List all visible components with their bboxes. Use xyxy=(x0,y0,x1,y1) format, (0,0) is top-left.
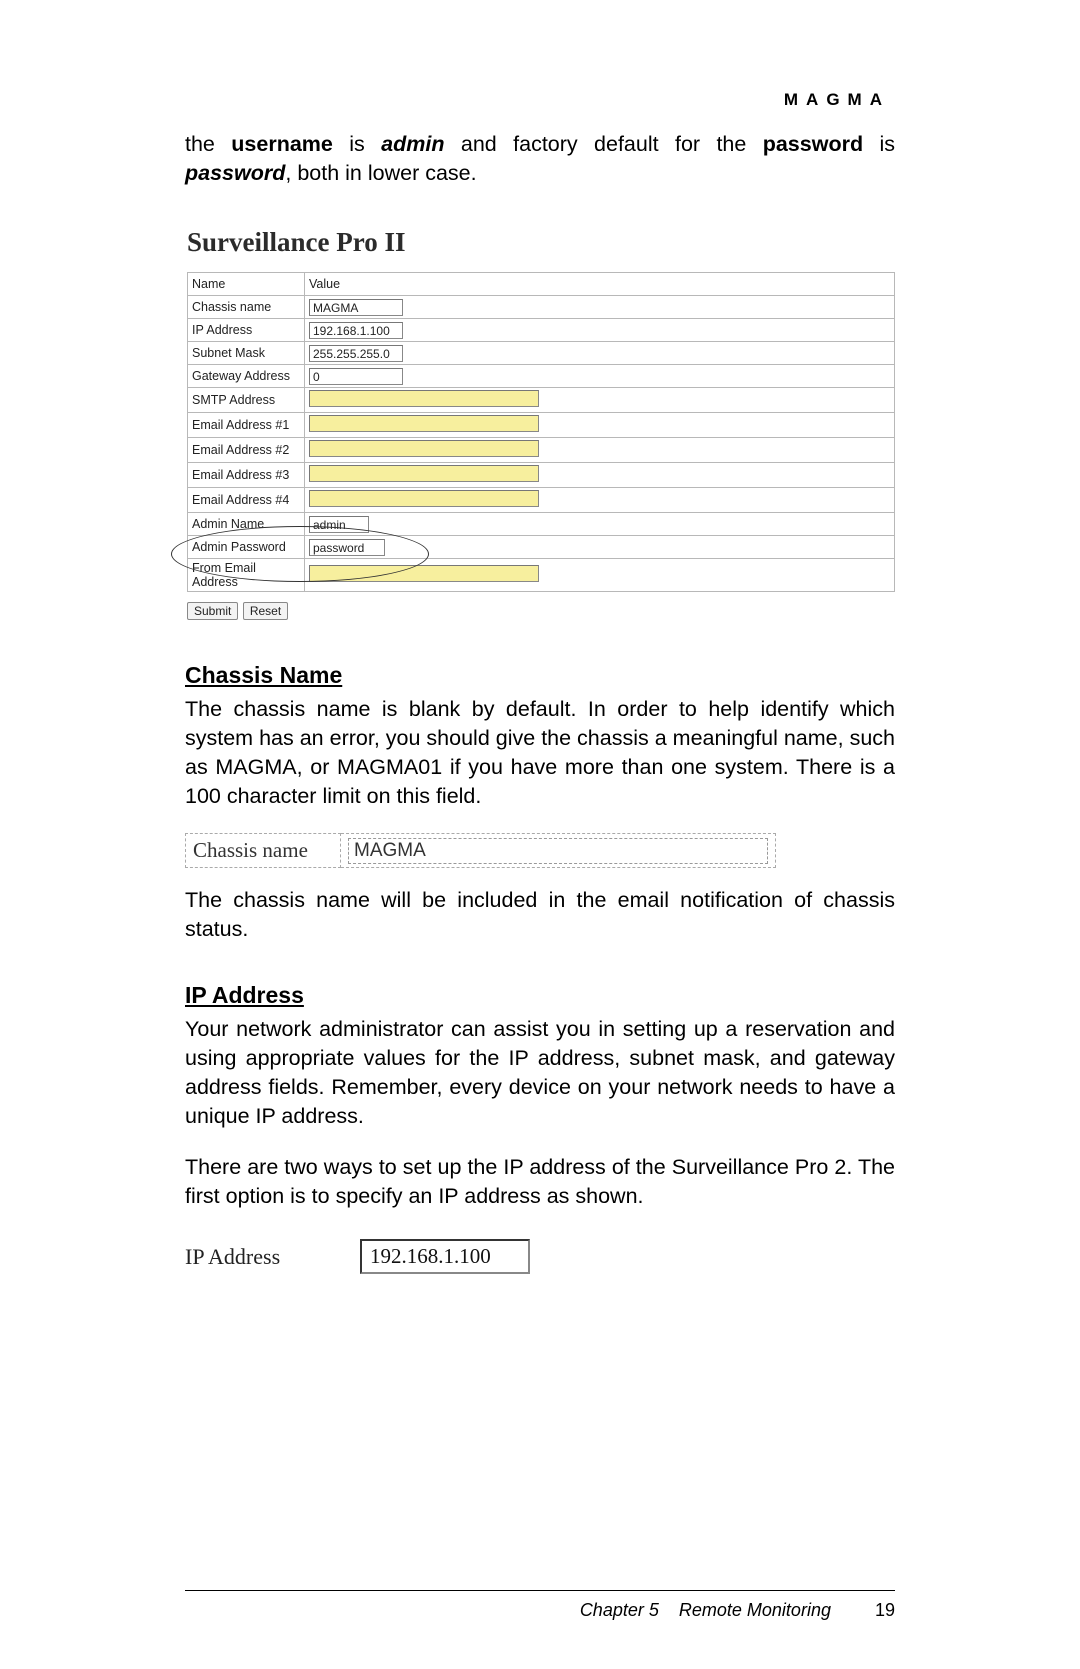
row-label: Admin Password xyxy=(188,536,305,559)
email4-input[interactable] xyxy=(309,490,539,507)
row-label: Subnet Mask xyxy=(188,342,305,365)
brand-header: MAGMA xyxy=(784,90,890,110)
form-buttons: Submit Reset xyxy=(187,602,895,620)
table-row: Email Address #4 xyxy=(188,488,895,513)
page-footer: Chapter 5 Remote Monitoring 19 xyxy=(580,1600,895,1621)
chassis-field-label: Chassis name xyxy=(186,834,341,868)
intro-text: the xyxy=(185,132,231,156)
row-label: From Email Address xyxy=(188,559,305,592)
table-header-row: Name Value xyxy=(188,273,895,296)
from-email-input[interactable] xyxy=(309,565,539,582)
intro-text: is xyxy=(863,132,895,156)
intro-text: and factory default for the xyxy=(445,132,763,156)
reset-button[interactable]: Reset xyxy=(243,602,288,620)
chassis-name-para2: The chassis name will be included in the… xyxy=(185,886,895,944)
email2-input[interactable] xyxy=(309,440,539,457)
password-label: password xyxy=(763,132,863,156)
row-label: Email Address #4 xyxy=(188,488,305,513)
ip-address-para2: There are two ways to set up the IP addr… xyxy=(185,1153,895,1211)
table-row: IP Address192.168.1.100 xyxy=(188,319,895,342)
intro-paragraph: the username is admin and factory defaul… xyxy=(185,130,895,188)
gateway-address-input[interactable]: 0 xyxy=(309,368,403,385)
footer-page-number: 19 xyxy=(875,1600,895,1620)
submit-button[interactable]: Submit xyxy=(187,602,238,620)
footer-rule xyxy=(185,1590,895,1591)
table-row: Chassis nameMAGMA xyxy=(188,296,895,319)
table-row: Gateway Address0 xyxy=(188,365,895,388)
table-row: Admin Nameadmin xyxy=(188,513,895,536)
email3-input[interactable] xyxy=(309,465,539,482)
admin-password-input[interactable]: password xyxy=(309,539,385,556)
ip-address-input[interactable]: 192.168.1.100 xyxy=(309,322,403,339)
chassis-field-input[interactable]: MAGMA xyxy=(348,838,768,864)
table-row: SMTP Address xyxy=(188,388,895,413)
admin-name-input[interactable]: admin xyxy=(309,516,369,533)
table-row: Email Address #1 xyxy=(188,413,895,438)
table-row: Admin Passwordpassword xyxy=(188,536,895,559)
subnet-mask-input[interactable]: 255.255.255.0 xyxy=(309,345,403,362)
table-row: From Email Address xyxy=(188,559,895,592)
ip-field-input[interactable]: 192.168.1.100 xyxy=(360,1239,530,1274)
chassis-name-heading: Chassis Name xyxy=(185,662,895,689)
intro-text: is xyxy=(333,132,381,156)
col-name: Name xyxy=(188,273,305,296)
email1-input[interactable] xyxy=(309,415,539,432)
password-value: password xyxy=(185,161,285,185)
ip-address-heading: IP Address xyxy=(185,982,895,1009)
row-label: Email Address #1 xyxy=(188,413,305,438)
intro-text: , both in lower case. xyxy=(285,161,476,185)
chassis-name-input[interactable]: MAGMA xyxy=(309,299,403,316)
chassis-name-para1: The chassis name is blank by default. In… xyxy=(185,695,895,811)
username-label: username xyxy=(231,132,333,156)
row-label: Email Address #2 xyxy=(188,438,305,463)
config-form-screenshot: Surveillance Pro II Name Value Chassis n… xyxy=(185,223,895,624)
ip-address-field-screenshot: IP Address 192.168.1.100 xyxy=(185,1239,895,1274)
footer-chapter: Chapter 5 xyxy=(580,1600,659,1620)
ip-field-label: IP Address xyxy=(185,1244,360,1270)
table-row: Email Address #3 xyxy=(188,463,895,488)
row-label: Chassis name xyxy=(188,296,305,319)
row-label: SMTP Address xyxy=(188,388,305,413)
footer-title: Remote Monitoring xyxy=(679,1600,831,1620)
smtp-address-input[interactable] xyxy=(309,390,539,407)
row-label: Email Address #3 xyxy=(188,463,305,488)
row-label: IP Address xyxy=(188,319,305,342)
col-value: Value xyxy=(305,273,895,296)
config-table: Name Value Chassis nameMAGMA IP Address1… xyxy=(187,272,895,592)
row-label: Admin Name xyxy=(188,513,305,536)
ip-address-para1: Your network administrator can assist yo… xyxy=(185,1015,895,1131)
username-value: admin xyxy=(381,132,444,156)
table-row: Subnet Mask255.255.255.0 xyxy=(188,342,895,365)
chassis-name-field-screenshot: Chassis name MAGMA xyxy=(185,833,895,868)
row-label: Gateway Address xyxy=(188,365,305,388)
table-row: Email Address #2 xyxy=(188,438,895,463)
screenshot-title: Surveillance Pro II xyxy=(187,227,895,258)
